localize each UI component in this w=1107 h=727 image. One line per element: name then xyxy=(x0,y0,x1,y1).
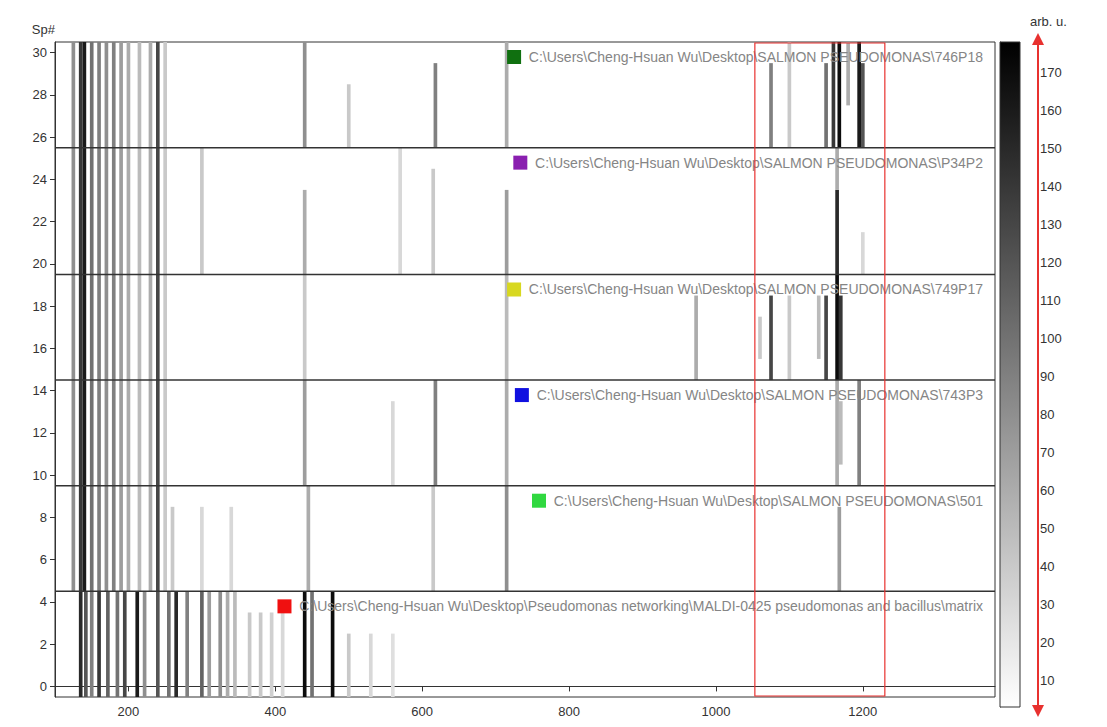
svg-text:600: 600 xyxy=(411,704,433,719)
svg-text:100: 100 xyxy=(1040,331,1062,346)
svg-text:140: 140 xyxy=(1040,179,1062,194)
svg-text:70: 70 xyxy=(1040,445,1054,460)
svg-text:50: 50 xyxy=(1040,521,1054,536)
svg-text:10: 10 xyxy=(33,468,47,483)
svg-text:22: 22 xyxy=(33,214,47,229)
svg-text:130: 130 xyxy=(1040,217,1062,232)
svg-text:170: 170 xyxy=(1040,65,1062,80)
svg-text:110: 110 xyxy=(1040,293,1061,308)
svg-text:150: 150 xyxy=(1040,141,1062,156)
svg-text:4: 4 xyxy=(40,594,47,609)
svg-text:40: 40 xyxy=(1040,559,1054,574)
svg-text:400: 400 xyxy=(264,704,286,719)
svg-text:C:\Users\Cheng-Hsuan Wu\Deskto: C:\Users\Cheng-Hsuan Wu\Desktop\Pseudomo… xyxy=(291,598,983,614)
svg-text:12: 12 xyxy=(33,425,47,440)
svg-text:28: 28 xyxy=(33,87,47,102)
svg-text:14: 14 xyxy=(33,383,47,398)
svg-text:10: 10 xyxy=(1040,673,1054,688)
svg-text:1200: 1200 xyxy=(848,704,877,719)
svg-text:8: 8 xyxy=(40,510,47,525)
svg-text:120: 120 xyxy=(1040,255,1062,270)
svg-text:26: 26 xyxy=(33,130,47,145)
svg-text:24: 24 xyxy=(33,172,47,187)
svg-text:30: 30 xyxy=(33,45,47,60)
svg-text:16: 16 xyxy=(33,341,47,356)
svg-text:20: 20 xyxy=(1040,635,1054,650)
svg-text:C:\Users\Cheng-Hsuan Wu\Deskto: C:\Users\Cheng-Hsuan Wu\Desktop\SALMON P… xyxy=(521,281,983,297)
svg-text:arb. u.: arb. u. xyxy=(1030,14,1067,29)
svg-text:60: 60 xyxy=(1040,483,1054,498)
svg-text:2: 2 xyxy=(40,637,47,652)
svg-text:C:\Users\Cheng-Hsuan Wu\Deskto: C:\Users\Cheng-Hsuan Wu\Desktop\SALMON P… xyxy=(529,387,983,403)
svg-text:1000: 1000 xyxy=(701,704,730,719)
svg-text:6: 6 xyxy=(40,552,47,567)
svg-text:C:\Users\Cheng-Hsuan Wu\Deskto: C:\Users\Cheng-Hsuan Wu\Desktop\SALMON P… xyxy=(527,154,983,171)
svg-text:18: 18 xyxy=(33,299,47,314)
svg-text:90: 90 xyxy=(1040,369,1054,384)
svg-text:160: 160 xyxy=(1040,103,1062,118)
svg-text:800: 800 xyxy=(558,704,580,719)
svg-text:30: 30 xyxy=(1040,597,1054,612)
svg-text:20: 20 xyxy=(33,256,47,271)
svg-text:80: 80 xyxy=(1040,407,1054,422)
svg-text:Sp#: Sp# xyxy=(32,22,56,37)
svg-text:0: 0 xyxy=(40,679,47,694)
svg-text:C:\Users\Cheng-Hsuan Wu\Deskto: C:\Users\Cheng-Hsuan Wu\Desktop\SALMON P… xyxy=(521,49,983,65)
svg-text:C:\Users\Cheng-Hsuan Wu\Deskto: C:\Users\Cheng-Hsuan Wu\Desktop\SALMON P… xyxy=(546,493,983,509)
svg-text:200: 200 xyxy=(118,704,140,719)
